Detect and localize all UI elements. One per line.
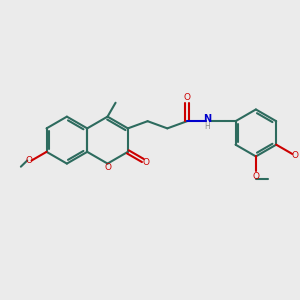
Text: O: O bbox=[252, 172, 260, 181]
Text: O: O bbox=[104, 163, 111, 172]
Text: O: O bbox=[142, 158, 149, 167]
Text: O: O bbox=[292, 151, 299, 160]
Text: O: O bbox=[184, 93, 190, 102]
Text: H: H bbox=[205, 122, 210, 130]
Text: N: N bbox=[203, 114, 211, 124]
Text: O: O bbox=[25, 156, 32, 165]
